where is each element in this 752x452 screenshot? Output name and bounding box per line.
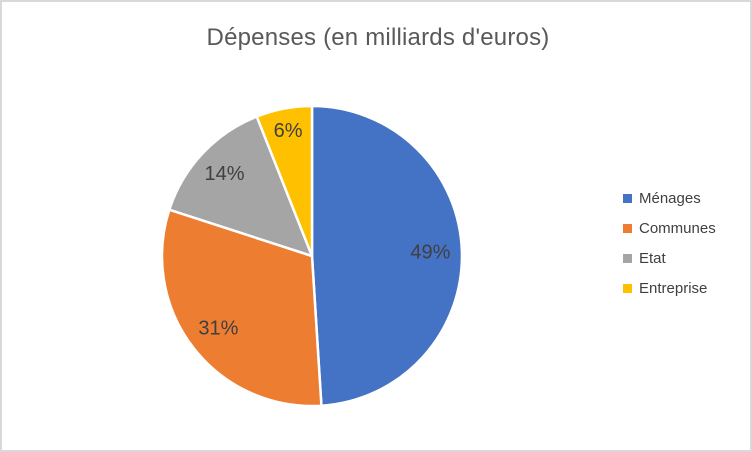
pie-slice-entreprise[interactable]: [255, 104, 314, 258]
legend-swatch-icon: [623, 254, 632, 263]
legend-swatch-icon: [623, 224, 632, 233]
legend-label: Entreprise: [639, 280, 708, 297]
data-label-etat: 14%: [204, 163, 244, 185]
chart-title: Dépenses (en milliards d'euros): [206, 24, 550, 51]
legend-label: Etat: [639, 250, 666, 267]
legend-label: Communes: [639, 220, 716, 237]
legend: Ménages Communes Etat Entreprise: [623, 190, 716, 297]
legend-item-entreprise[interactable]: Entreprise: [623, 280, 716, 297]
legend-label: Ménages: [639, 190, 701, 207]
legend-item-communes[interactable]: Communes: [623, 220, 716, 237]
pie-slice-ménages[interactable]: [310, 104, 464, 407]
pie-slice-etat[interactable]: [168, 115, 314, 258]
data-label-ménages: 49%: [410, 241, 450, 263]
legend-swatch-icon: [623, 284, 632, 293]
legend-item-etat[interactable]: Etat: [623, 250, 716, 267]
data-label-communes: 31%: [198, 318, 238, 340]
data-label-entreprise: 6%: [274, 120, 303, 142]
legend-swatch-icon: [623, 194, 632, 203]
pie-slice-communes[interactable]: [160, 208, 323, 408]
legend-item-ménages[interactable]: Ménages: [623, 190, 716, 207]
